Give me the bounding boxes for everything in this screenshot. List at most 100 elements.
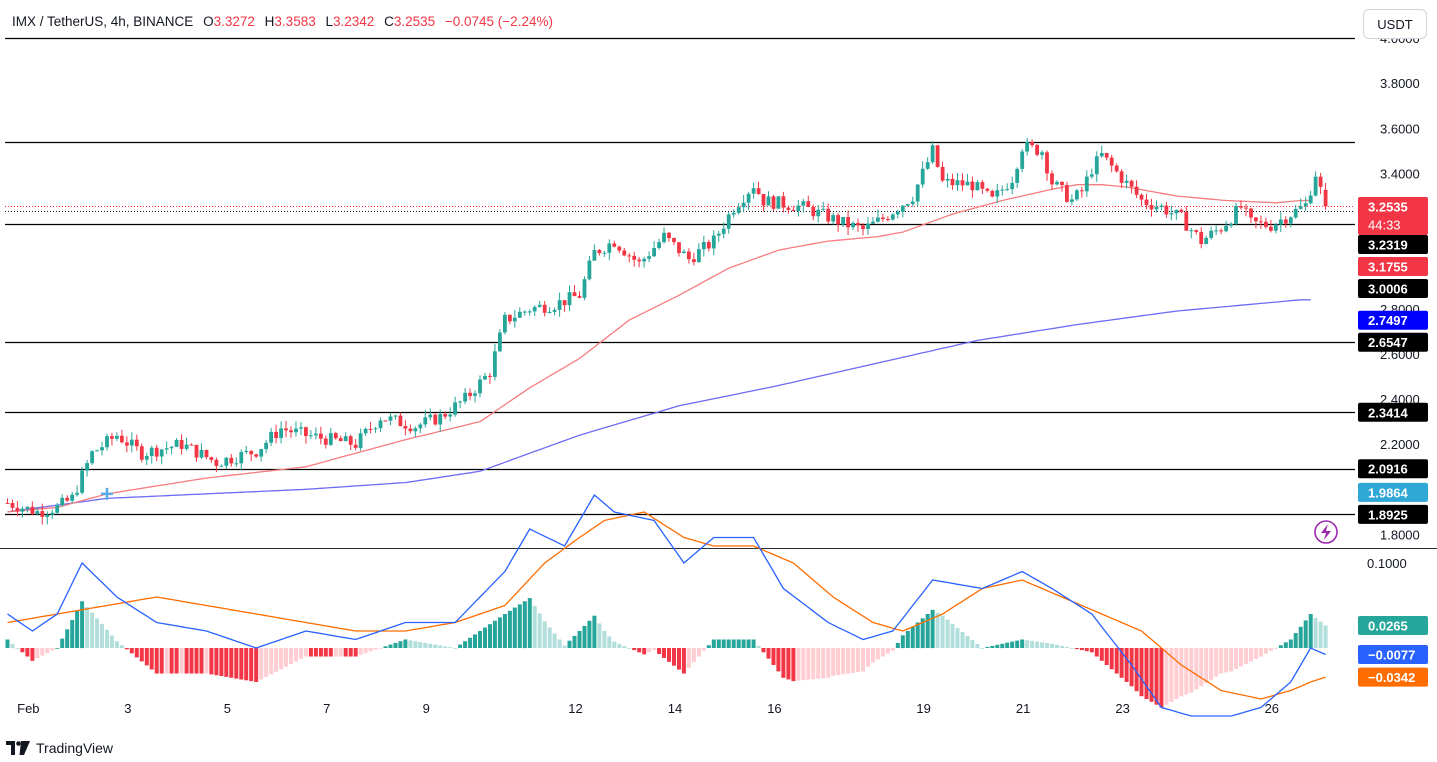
candle-body [338,438,343,442]
horizontal-lines [0,37,1437,549]
candle-body [592,250,597,261]
candle-body [149,447,154,456]
macd-histogram-bar [856,648,860,673]
macd-histogram-bar [716,639,721,648]
macd-histogram-bar [169,648,174,674]
time-tick-label: 7 [323,701,330,716]
candle-body [861,225,865,229]
macd-histogram-bar [1129,648,1134,687]
macd-histogram-bar [875,648,880,660]
macd-histogram-bar [1159,648,1164,708]
candle-body [811,207,816,217]
candle-body [701,242,706,250]
macd-histogram-bar [114,641,119,648]
macd-histogram-bar [980,648,985,649]
macd-histogram-bar [358,648,363,655]
candle-body [100,447,104,451]
candle-body [886,219,890,220]
macd-histogram-bar [726,639,731,648]
macd-histogram-bar [1189,648,1194,693]
candle-body [522,311,527,313]
macd-histogram-bar [109,635,114,648]
candle-body [1055,181,1059,185]
candle-body [1298,206,1303,209]
macd-histogram-bar [811,648,816,680]
candle-body [1015,168,1020,183]
candle-body [60,497,65,506]
candle-body [1124,180,1129,183]
macd-histogram-bar [284,648,288,667]
candle-body [1035,145,1039,155]
macd-histogram-bar [478,631,482,648]
candle-body [110,436,114,439]
macd-histogram-bar [507,610,512,648]
macd-histogram-bar [70,620,75,648]
price-label-bg [1358,332,1428,352]
candle-body [179,440,184,449]
candle-body [662,232,666,243]
macd-histogram-bar [149,648,154,670]
macd-histogram-bar [438,645,443,648]
price-label-bg [1358,197,1428,235]
tradingview-brand[interactable]: TradingView [6,740,113,756]
candle-body [448,414,453,417]
macd-histogram-bar [418,642,423,648]
candle-body [721,228,726,234]
candle-body [1259,221,1263,223]
macd-histogram-bar [766,648,771,659]
candle-body [806,201,811,207]
candle-body [1129,180,1134,187]
macd-histogram-bar [1179,648,1184,697]
symbol-title: IMX / TetherUS, 4h, BINANCE [12,14,194,29]
candle-body [895,211,900,215]
macd-histogram-bar [1025,640,1030,648]
macd-histogram-bar [1293,633,1298,648]
macd-histogram-bar [547,627,552,648]
candle-body [677,242,681,254]
candle-body [741,202,746,208]
candle-body [294,428,298,433]
candle-body [279,428,283,438]
price-label-bg [1358,310,1428,330]
candle-body [547,311,552,313]
macd-histogram-bar [264,648,269,677]
time-tick-label: 9 [423,701,430,716]
candle-body [1239,206,1243,208]
candle-body [408,428,413,432]
candle-body [274,431,278,438]
candle-body [761,194,766,206]
macd-histogram-bar [960,631,965,648]
candle-body [348,436,353,445]
candle-body [333,433,338,439]
macd-histogram-bar [1199,648,1204,687]
time-axis: Feb 3 5 7 9 12 14 16 19 21 23 26 [17,701,1279,716]
macd-histogram-bar [1079,648,1084,651]
candle-body [1065,185,1069,202]
candle-body [393,415,398,417]
macd-histogram-bar [343,648,348,657]
candle-body [125,442,129,446]
macd-histogram-bar [930,609,935,649]
candle-body [388,416,393,421]
candle-body [80,470,84,493]
candle-body [532,307,537,312]
macd-histogram-bar [318,648,323,657]
candle-body [826,208,831,222]
macd-histogram-bar [483,627,487,648]
candle-body [836,215,840,225]
price-tick-label: 3.6000 [1380,121,1420,136]
currency-button[interactable]: USDT [1363,9,1427,39]
time-tick-label: 26 [1265,701,1279,716]
macd-histogram-bar [453,648,458,649]
macd-histogram-bar [915,622,920,648]
macd-histogram-bar [413,641,418,648]
candle-body [791,209,796,212]
time-tick-label: 14 [668,701,682,716]
candle-body [129,439,134,446]
high-label: H [264,14,275,29]
macd-histogram-bar [652,648,657,651]
lightning-icon [1314,520,1338,544]
macd-histogram-bar [80,601,85,649]
macd-histogram-bar [562,645,567,648]
